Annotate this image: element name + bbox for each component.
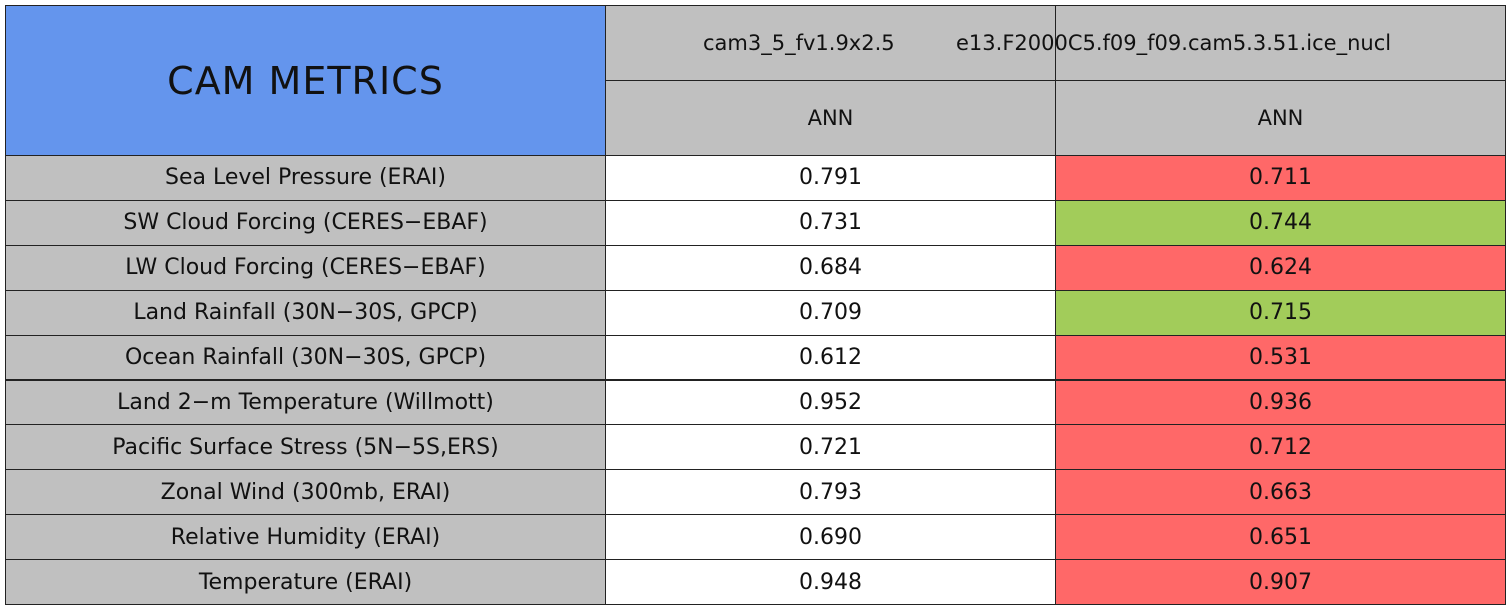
metric-value: 0.712 (1055, 424, 1506, 471)
metric-value: 0.793 (605, 469, 1056, 516)
metric-value: 0.531 (1055, 334, 1506, 381)
run-name: cam3_5_fv1.9x2.5 (703, 30, 895, 55)
metric-value: 0.711 (1055, 155, 1506, 201)
metric-value: 0.721 (605, 424, 1056, 471)
row-label: Temperature (ERAI) (5, 559, 606, 605)
metric-value: 0.663 (1055, 469, 1506, 516)
row-label: Pacific Surface Stress (5N−5S,ERS) (5, 424, 606, 471)
metric-value: 0.709 (605, 289, 1056, 336)
metric-value: 0.612 (605, 334, 1056, 381)
metric-value: 0.948 (605, 559, 1056, 605)
metric-value: 0.791 (605, 155, 1056, 201)
row-label: Ocean Rainfall (30N−30S, GPCP) (5, 334, 606, 381)
metric-value: 0.715 (1055, 289, 1506, 336)
row-label: Land Rainfall (30N−30S, GPCP) (5, 289, 606, 336)
period-header: ANN (1055, 80, 1506, 156)
row-label: Zonal Wind (300mb, ERAI) (5, 469, 606, 516)
row-label: Land 2−m Temperature (Willmott) (5, 379, 606, 426)
period-header: ANN (605, 80, 1056, 156)
metric-value: 0.907 (1055, 559, 1506, 605)
metric-value: 0.651 (1055, 514, 1506, 561)
run-header-cell (1055, 5, 1506, 81)
run-header-cell (605, 5, 1056, 81)
run-header-text-area: cam3_5_fv1.9x2.5 e13.F2000C5.f09_f09.cam5… (605, 5, 1505, 80)
metric-value: 0.624 (1055, 244, 1506, 291)
metric-value: 0.690 (605, 514, 1056, 561)
table-title: CAM METRICS (5, 5, 606, 156)
metric-value: 0.936 (1055, 379, 1506, 426)
run-name: e13.F2000C5.f09_f09.cam5.3.51.ice_nucl (956, 30, 1392, 55)
metric-value: 0.684 (605, 244, 1056, 291)
row-label: SW Cloud Forcing (CERES−EBAF) (5, 199, 606, 246)
row-label: Sea Level Pressure (ERAI) (5, 155, 606, 201)
metric-value: 0.744 (1055, 199, 1506, 246)
metric-value: 0.952 (605, 379, 1056, 426)
metric-value: 0.731 (605, 199, 1056, 246)
row-label: LW Cloud Forcing (CERES−EBAF) (5, 244, 606, 291)
row-label: Relative Humidity (ERAI) (5, 514, 606, 561)
